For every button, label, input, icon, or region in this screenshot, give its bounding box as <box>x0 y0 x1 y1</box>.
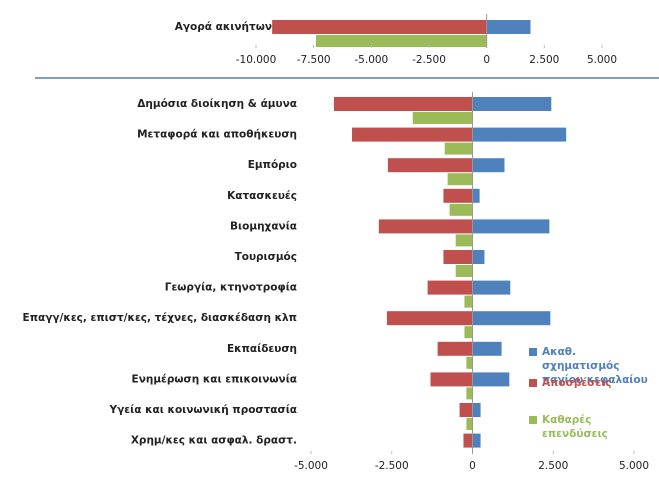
category-label: Χρημ/κες και ασφαλ. δραστ. <box>131 435 297 447</box>
bar <box>472 250 485 264</box>
bar <box>472 372 510 387</box>
legend-swatch <box>529 416 537 424</box>
category-label: Εκπαίδευση <box>227 343 297 355</box>
bar <box>464 295 473 308</box>
bar <box>412 112 473 124</box>
bar <box>387 158 473 173</box>
x-tick-label: 0 <box>469 460 476 472</box>
bar <box>472 97 552 111</box>
legend-swatch <box>529 348 537 356</box>
bar <box>472 158 505 173</box>
x-tick-label: -2.500 <box>412 54 446 66</box>
category-label: Αγορά ακινήτων <box>175 21 272 33</box>
category-label: Δημόσια διοίκηση & άμυνα <box>137 98 297 110</box>
x-tick-label: -7.500 <box>297 54 331 66</box>
x-tick-label: -5.000 <box>294 460 328 472</box>
bar <box>472 341 502 356</box>
bar <box>472 127 567 142</box>
legend-label: Καθαρές επενδύσεις <box>542 414 608 440</box>
bar <box>430 372 473 387</box>
bar <box>386 311 473 326</box>
legend-label: Ακαθ. σχηματισμός παγίου κεφαλαίου <box>542 346 648 386</box>
category-label: Υγεία και κοινωνική προστασία <box>109 404 297 416</box>
category-label: Ενημέρωση και επικοινωνία <box>132 373 297 385</box>
category-label: Επαγγ/κες, επιστ/κες, τέχνες, διασκέδαση… <box>23 312 297 324</box>
category-label: Γεωργία, κτηνοτροφία <box>165 282 297 294</box>
x-tick-label: 2.500 <box>538 460 568 472</box>
bar <box>472 403 481 417</box>
bar <box>333 97 473 111</box>
category-label: Βιομηχανία <box>230 220 297 232</box>
bar <box>466 387 473 400</box>
bar <box>447 173 473 186</box>
x-tick-label: 2.500 <box>529 54 559 66</box>
legend-swatch <box>529 379 537 387</box>
category-label: Μεταφορά και αποθήκευση <box>137 129 297 141</box>
category-label: Κατασκευές <box>227 190 297 202</box>
bar <box>472 219 550 234</box>
bar <box>443 188 473 203</box>
category-label: Εμπόριο <box>248 159 297 171</box>
bar <box>486 20 531 34</box>
bar <box>443 250 473 264</box>
bar <box>449 203 473 216</box>
x-tick-label: 5.000 <box>619 460 649 472</box>
x-tick-label: 5.000 <box>587 54 617 66</box>
legend-label: Αποσβέσεις <box>542 377 612 389</box>
bar <box>464 326 473 339</box>
bar <box>444 142 473 155</box>
bar <box>315 35 487 47</box>
bar <box>466 418 473 430</box>
bar <box>463 433 473 448</box>
bar <box>472 188 480 203</box>
bar <box>466 356 473 369</box>
x-tick-label: -2.500 <box>375 460 409 472</box>
x-tick-label: -10.000 <box>236 54 277 66</box>
bar <box>272 20 487 34</box>
bar <box>472 433 481 448</box>
bar <box>459 403 473 417</box>
category-label: Τουρισμός <box>235 251 297 263</box>
bar <box>472 280 511 295</box>
bar <box>437 341 473 356</box>
bar <box>455 234 473 247</box>
bar <box>472 311 551 326</box>
x-tick-label: -5.000 <box>354 54 388 66</box>
bar <box>378 219 473 234</box>
bar <box>352 127 473 142</box>
x-tick-label: 0 <box>483 54 490 66</box>
bar <box>455 265 473 277</box>
bar <box>427 280 473 295</box>
